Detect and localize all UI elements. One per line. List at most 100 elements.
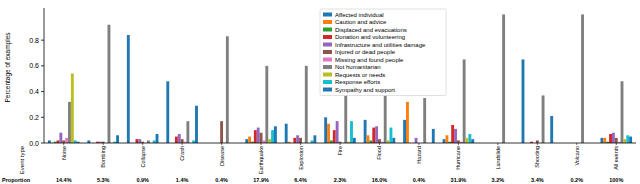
legend-swatch: [323, 58, 332, 62]
bar: [384, 95, 387, 143]
bar: [353, 138, 356, 143]
legend-swatch: [323, 28, 332, 32]
bar: [327, 124, 330, 143]
proportion-value: 6.4%: [294, 177, 307, 183]
x-axis-label: Event type: [19, 145, 25, 174]
bar: [166, 81, 169, 143]
legend-swatch: [323, 35, 332, 39]
legend-swatch: [323, 13, 332, 17]
legend-swatch: [323, 88, 332, 92]
chart: 0.00.20.40.60.8NoiseBombingCollapseCrash…: [0, 0, 640, 184]
bar: [220, 121, 223, 143]
legend-box: [320, 9, 446, 96]
x-tick-label: Hurricane: [455, 146, 461, 170]
legend-label: Requests or needs: [335, 72, 385, 78]
bar: [336, 121, 339, 143]
bar: [296, 135, 299, 143]
x-tick: [537, 143, 538, 145]
bar: [432, 129, 435, 143]
x-tick-label: Hazard: [416, 146, 422, 164]
bar: [254, 130, 257, 143]
legend-label: Caution and advice: [335, 19, 387, 25]
legend: Affected individualCaution and adviceDis…: [320, 9, 446, 96]
x-tick-label: Shooting: [534, 146, 540, 168]
x-tick: [418, 143, 419, 145]
bar: [127, 35, 130, 143]
y-axis: [44, 8, 45, 143]
y-tick: [41, 143, 44, 144]
bar: [313, 135, 316, 143]
bar: [603, 138, 606, 143]
x-tick: [300, 143, 301, 145]
bar: [454, 129, 457, 143]
legend-label: Missing and found people: [335, 57, 404, 63]
bar: [423, 98, 426, 143]
x-tick-label: Earthquake: [258, 146, 264, 174]
bar: [581, 14, 584, 143]
legend-label: Donation and volunteering: [335, 34, 405, 40]
legend-swatch: [323, 43, 332, 47]
bar: [71, 74, 74, 143]
proportion-value: 0.4%: [215, 177, 228, 183]
bar: [468, 134, 471, 143]
bar: [181, 139, 184, 143]
bar: [550, 116, 553, 143]
bar: [108, 25, 111, 143]
bar: [333, 130, 336, 143]
legend-label: Not humanitarian: [335, 64, 381, 70]
x-tick: [142, 143, 143, 145]
proportion-value: 0.2%: [571, 177, 584, 183]
y-tick-label: 0.2: [29, 114, 39, 121]
proportion-value: 16.0%: [372, 177, 388, 183]
y-tick-label: 0.8: [29, 37, 39, 44]
bar: [138, 139, 141, 143]
bar: [175, 137, 178, 143]
x-tick: [616, 143, 617, 145]
x-tick-label: All events: [613, 146, 619, 170]
bar: [392, 138, 395, 143]
x-tick-label: Landslide: [495, 146, 501, 170]
bar: [415, 138, 418, 143]
x-tick-label: Crash: [179, 146, 185, 161]
bar: [271, 130, 274, 143]
x-tick: [458, 143, 459, 145]
y-tick: [41, 117, 44, 118]
bar: [443, 139, 446, 143]
bar: [265, 66, 268, 143]
x-tick: [379, 143, 380, 145]
bar: [195, 106, 198, 143]
bar: [542, 95, 545, 143]
x-tick: [182, 143, 183, 145]
bar: [629, 137, 632, 143]
x-tick-label: Collapse: [140, 146, 146, 167]
x-tick-label: Volcano: [574, 146, 580, 166]
legend-label: Injured or dead people: [335, 49, 396, 55]
x-tick-label: Noise: [61, 146, 67, 160]
bar: [623, 139, 626, 143]
proportion-value: 5.3%: [97, 177, 110, 183]
bar: [466, 138, 469, 143]
legend-label: Infrastructure and utilities damage: [335, 42, 426, 48]
legend-swatch: [323, 65, 332, 69]
y-tick: [41, 65, 44, 66]
bar: [324, 117, 327, 143]
bar: [285, 124, 288, 143]
bar: [471, 139, 474, 143]
x-tick: [340, 143, 341, 145]
legend-label: Affected individual: [335, 12, 384, 18]
bar: [257, 128, 260, 143]
x-tick-label: Bombing: [100, 146, 106, 168]
bar: [268, 139, 271, 143]
x-tick: [497, 143, 498, 145]
x-tick: [221, 143, 222, 145]
y-tick-label: 0.0: [29, 140, 39, 147]
bar: [463, 59, 466, 143]
bar: [612, 133, 615, 143]
bar: [502, 14, 505, 143]
bar: [367, 135, 370, 143]
x-tick-label: Explosion: [298, 146, 304, 170]
bar: [274, 126, 277, 143]
x-tick: [63, 143, 64, 145]
bar: [135, 139, 138, 143]
bar: [522, 59, 525, 143]
